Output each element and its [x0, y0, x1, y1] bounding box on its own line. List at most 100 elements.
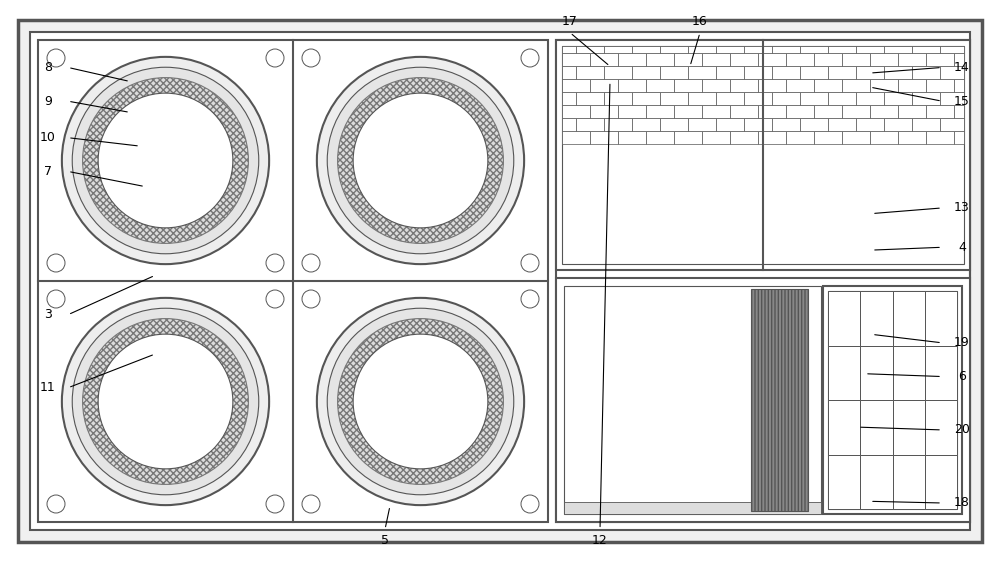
- Bar: [688, 92, 716, 105]
- Ellipse shape: [47, 254, 65, 272]
- Ellipse shape: [266, 495, 284, 513]
- Text: 6: 6: [958, 370, 966, 383]
- Bar: [688, 46, 716, 53]
- Bar: [940, 118, 964, 132]
- Bar: [786, 132, 814, 144]
- Bar: [860, 455, 893, 509]
- Bar: [893, 455, 925, 509]
- Bar: [590, 53, 618, 66]
- Bar: [730, 79, 758, 92]
- Bar: [646, 105, 674, 118]
- Ellipse shape: [98, 334, 233, 469]
- Bar: [772, 92, 800, 105]
- Bar: [646, 132, 674, 144]
- Ellipse shape: [521, 290, 539, 308]
- Ellipse shape: [521, 49, 539, 67]
- Bar: [884, 46, 912, 53]
- Bar: [618, 105, 646, 118]
- Bar: [604, 118, 632, 132]
- Bar: [828, 291, 860, 346]
- Bar: [856, 118, 884, 132]
- Bar: [800, 66, 828, 79]
- Bar: [556, 40, 970, 270]
- Bar: [925, 291, 957, 346]
- Bar: [702, 132, 730, 144]
- Ellipse shape: [521, 495, 539, 513]
- Ellipse shape: [266, 290, 284, 308]
- Bar: [893, 291, 925, 346]
- Ellipse shape: [338, 319, 503, 484]
- Bar: [842, 105, 870, 118]
- Bar: [562, 46, 576, 53]
- Bar: [772, 118, 800, 132]
- Bar: [758, 105, 786, 118]
- Bar: [604, 66, 632, 79]
- Bar: [562, 79, 590, 92]
- Bar: [674, 53, 702, 66]
- Bar: [576, 118, 604, 132]
- Bar: [898, 53, 926, 66]
- Bar: [730, 105, 758, 118]
- Bar: [926, 105, 954, 118]
- Text: 5: 5: [381, 534, 389, 547]
- Bar: [716, 66, 744, 79]
- Bar: [898, 132, 926, 144]
- Bar: [823, 287, 962, 514]
- Bar: [576, 92, 604, 105]
- Bar: [814, 105, 842, 118]
- Bar: [562, 46, 964, 264]
- Bar: [814, 79, 842, 92]
- Bar: [562, 66, 576, 79]
- Bar: [660, 118, 688, 132]
- Bar: [688, 118, 716, 132]
- Bar: [618, 132, 646, 144]
- Text: 17: 17: [562, 15, 578, 28]
- Bar: [716, 92, 744, 105]
- Bar: [751, 289, 808, 511]
- Text: 11: 11: [40, 381, 56, 395]
- Bar: [590, 132, 618, 144]
- Bar: [925, 455, 957, 509]
- Bar: [842, 132, 870, 144]
- Bar: [772, 66, 800, 79]
- Bar: [702, 53, 730, 66]
- Bar: [954, 132, 964, 144]
- Bar: [828, 92, 856, 105]
- Bar: [716, 118, 744, 132]
- Bar: [590, 105, 618, 118]
- Bar: [893, 400, 925, 455]
- Ellipse shape: [83, 319, 248, 484]
- Text: 18: 18: [954, 496, 970, 510]
- Bar: [893, 346, 925, 400]
- Ellipse shape: [302, 290, 320, 308]
- Bar: [632, 46, 660, 53]
- Bar: [912, 66, 940, 79]
- Ellipse shape: [72, 308, 259, 495]
- Text: 7: 7: [44, 165, 52, 178]
- Bar: [562, 118, 576, 132]
- Bar: [674, 79, 702, 92]
- Bar: [674, 132, 702, 144]
- Bar: [660, 66, 688, 79]
- Bar: [870, 53, 898, 66]
- Bar: [898, 105, 926, 118]
- Bar: [618, 79, 646, 92]
- Ellipse shape: [47, 49, 65, 67]
- Ellipse shape: [327, 308, 514, 495]
- Ellipse shape: [353, 334, 488, 469]
- Bar: [954, 105, 964, 118]
- Bar: [828, 346, 860, 400]
- Bar: [38, 40, 548, 522]
- Bar: [856, 66, 884, 79]
- Text: 19: 19: [954, 336, 970, 350]
- Ellipse shape: [317, 298, 524, 505]
- Bar: [828, 400, 860, 455]
- Bar: [744, 46, 772, 53]
- Bar: [660, 92, 688, 105]
- Bar: [556, 278, 970, 522]
- Bar: [556, 40, 970, 522]
- Text: 4: 4: [958, 241, 966, 254]
- Text: 15: 15: [954, 94, 970, 108]
- Bar: [856, 46, 884, 53]
- Bar: [758, 79, 786, 92]
